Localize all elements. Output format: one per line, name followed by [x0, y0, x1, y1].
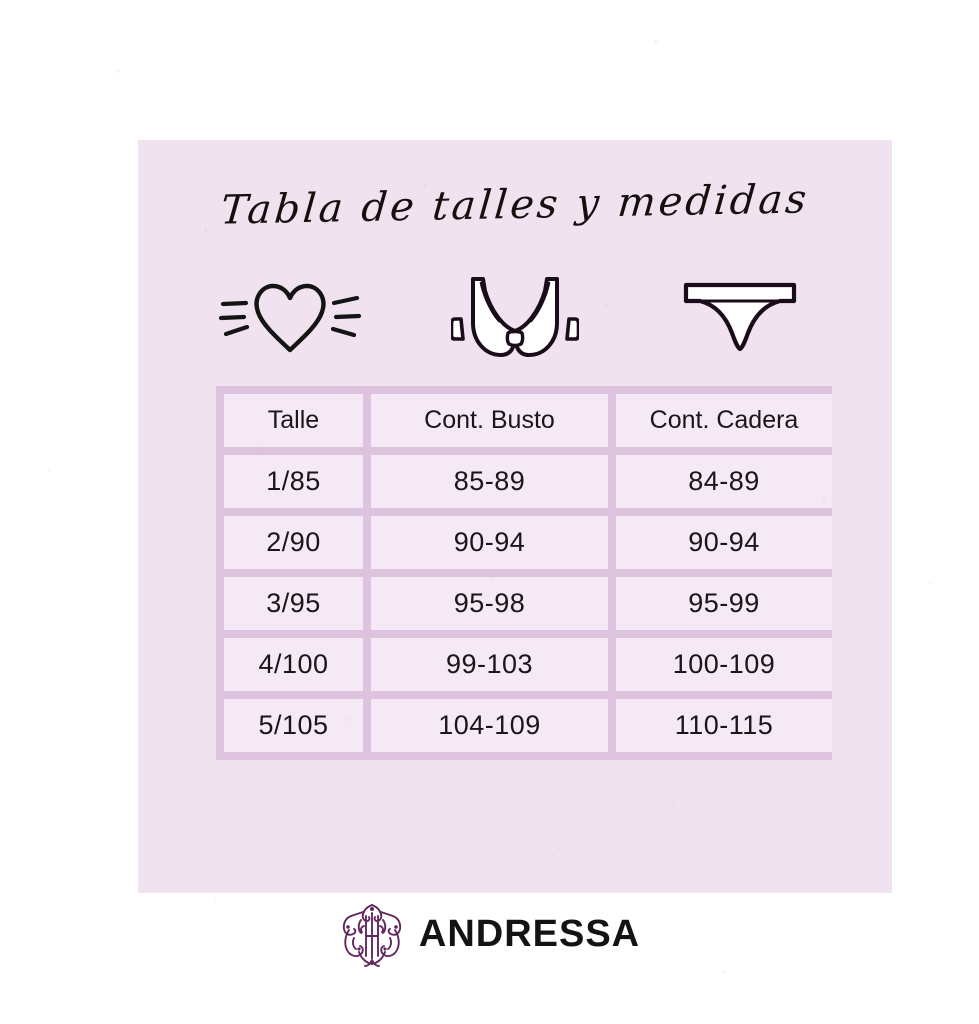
cell-cadera: 90-94 [616, 516, 832, 569]
cell-busto: 95-98 [371, 577, 608, 630]
cell-talle: 1/85 [224, 455, 363, 508]
cell-cadera: 95-99 [616, 577, 832, 630]
cell-cadera: 100-109 [616, 638, 832, 691]
brand-lockup: ANDRESSA [0, 900, 979, 968]
cell-busto: 85-89 [371, 455, 608, 508]
cell-talle: 3/95 [224, 577, 363, 630]
andressa-monogram-icon [339, 900, 405, 968]
size-chart-panel: Tabla de talles y medidas [138, 140, 892, 893]
column-header-cadera: Cont. Cadera [616, 394, 832, 447]
cell-talle: 5/105 [224, 699, 363, 752]
cell-busto: 99-103 [371, 638, 608, 691]
column-header-talle: Talle [224, 394, 363, 447]
cell-cadera: 84-89 [616, 455, 832, 508]
table-row: 3/95 95-98 95-99 [224, 577, 832, 630]
table-row: 2/90 90-94 90-94 [224, 516, 832, 569]
table-row: 1/85 85-89 84-89 [224, 455, 832, 508]
column-header-busto: Cont. Busto [371, 394, 608, 447]
cell-talle: 4/100 [224, 638, 363, 691]
page-title: Tabla de talles y medidas [218, 176, 812, 234]
cell-cadera: 110-115 [616, 699, 832, 752]
table-row: 5/105 104-109 110-115 [224, 699, 832, 752]
brand-name: ANDRESSA [418, 912, 641, 955]
cell-busto: 90-94 [371, 516, 608, 569]
heart-sparkle-icon [190, 265, 390, 365]
size-table: Talle Cont. Busto Cont. Cadera 1/85 85-8… [216, 386, 832, 760]
table-header-row: Talle Cont. Busto Cont. Cadera [224, 394, 832, 447]
table-row: 4/100 99-103 100-109 [224, 638, 832, 691]
cell-talle: 2/90 [224, 516, 363, 569]
bra-icon [415, 265, 615, 365]
icon-row [138, 265, 892, 365]
cell-busto: 104-109 [371, 699, 608, 752]
panty-icon [640, 265, 840, 365]
